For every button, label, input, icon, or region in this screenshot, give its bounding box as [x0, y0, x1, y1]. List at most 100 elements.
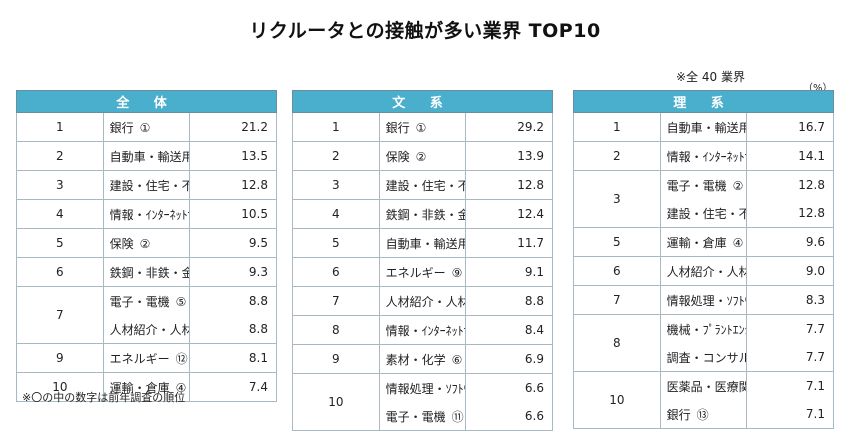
- industry-name: 建設・住宅・不動産: [666, 206, 746, 221]
- table-row: 電子・電機 ⑪ 6.6: [293, 402, 553, 431]
- industry-name: 人材紹介・人材派遣: [109, 322, 189, 337]
- industry-cell: 情報処理・ｿﾌﾄｳｴｱ・ｹﾞｰﾑｿﾌﾄ⑥: [659, 285, 748, 315]
- industry-cell: 自動車・輸送用機器③: [102, 141, 191, 171]
- page-title: リクルータとの接触が多い業界 TOP10: [249, 20, 601, 42]
- industry-cell: 建設・住宅・不動産⑦: [102, 170, 191, 200]
- percentage-cell: 12.8: [189, 170, 277, 200]
- percentage-cell: 7.1: [746, 371, 834, 400]
- industry-cell: 保険 ②: [378, 141, 467, 171]
- table-row: 人材紹介・人材派遣⑬8.8: [17, 315, 277, 344]
- table-row: 6鉄鋼・非鉄・金属製品⑨9.3: [16, 257, 277, 287]
- industry-cell: 保険 ②: [102, 228, 191, 258]
- industry-name: 電子・電機: [385, 409, 446, 424]
- rank-cell: 8: [292, 315, 380, 345]
- industry-name: 建設・住宅・不動産: [109, 178, 189, 193]
- percentage-cell: 7.1: [746, 400, 834, 429]
- industry-name: 調査・コンサルタント: [666, 350, 746, 365]
- rank-cell: 3: [292, 170, 380, 200]
- rank-cell: 7: [573, 285, 661, 315]
- table-row: 銀行 ⑬ 7.1: [574, 400, 834, 429]
- industry-name: 保険: [109, 236, 134, 251]
- industry-name: 情報処理・ｿﾌﾄｳｴｱ・ｹﾞｰﾑｿﾌﾄ: [666, 293, 747, 308]
- industry-cell: 運輸・倉庫 ④: [102, 372, 191, 402]
- industry-name: 素材・化学: [385, 352, 446, 367]
- percentage-cell: 6.9: [465, 344, 553, 374]
- rank-cell: 5: [292, 228, 380, 258]
- industry-name: 自動車・輸送用機器: [109, 149, 189, 164]
- table-row: 5 保険 ② 9.5: [16, 228, 277, 258]
- rank-cell: 1: [292, 112, 380, 142]
- percentage-cell: 12.4: [465, 199, 553, 229]
- industry-name: 自動車・輸送用機器: [666, 120, 746, 135]
- industry-name: 鉄鋼・非鉄・金属製品: [385, 207, 465, 222]
- industry-cell: 情報・ｲﾝﾀｰﾈｯﾄｻｰﾋﾞｽ⑦: [659, 141, 748, 171]
- industry-name: 情報処理・ｿﾌﾄｳｴｱ・ｹﾞｰﾑｿﾌﾄ: [385, 381, 466, 396]
- percentage-cell: 16.7: [746, 112, 834, 142]
- previous-rank: ②: [732, 178, 744, 193]
- industry-cell: 機械・ﾌﾟﾗﾝﾄｴﾝｼﾞﾆｱﾘﾝｸﾞ⑬: [659, 314, 748, 343]
- table-header-overall: 全 体: [16, 90, 277, 113]
- table-row: 1 銀行 ① 29.2: [292, 112, 553, 142]
- industry-name: 銀行: [385, 120, 410, 135]
- percentage-cell: 9.6: [746, 227, 834, 257]
- previous-rank: ④: [175, 380, 187, 395]
- rank-cell: 4: [16, 199, 104, 229]
- rank-cell: 9: [292, 344, 380, 374]
- industry-cell: 人材紹介・人材派遣⑧: [659, 256, 748, 286]
- rank-cell: 10: [292, 373, 380, 431]
- percentage-cell: 8.4: [465, 315, 553, 345]
- industry-cell: エネルギー ⑨: [378, 257, 467, 287]
- industry-name: 自動車・輸送用機器: [385, 236, 465, 251]
- table-row: 9 エネルギー ⑫ 8.1: [16, 343, 277, 373]
- previous-rank: ④: [732, 235, 744, 250]
- industry-cell: 鉄鋼・非鉄・金属製品⑨: [102, 257, 191, 287]
- rank-cell: 9: [16, 343, 104, 373]
- industry-name: 運輸・倉庫: [666, 235, 727, 250]
- percentage-cell: 13.5: [189, 141, 277, 171]
- table-row: 10 運輸・倉庫 ④ 7.4: [16, 372, 277, 402]
- previous-rank: ⑫: [175, 351, 188, 366]
- industry-name: 人材紹介・人材派遣: [666, 264, 746, 279]
- industry-cell: 電子・電機 ⑪: [378, 402, 467, 431]
- table-row: 8機械・ﾌﾟﾗﾝﾄｴﾝｼﾞﾆｱﾘﾝｸﾞ⑬7.7: [573, 314, 834, 372]
- industry-name: 銀行: [109, 120, 134, 135]
- industry-cell: 銀行 ①: [102, 112, 191, 142]
- rank-cell: 1: [573, 112, 661, 142]
- table-overall: 全 体 1銀行①21.22自動車・輸送用機器③13.53建設・住宅・不動産⑦12…: [16, 90, 277, 402]
- rank-cell: 2: [16, 141, 104, 171]
- table-row: 4鉄鋼・非鉄・金属製品⑦12.4: [292, 199, 553, 229]
- percentage-cell: 7.4: [189, 372, 277, 402]
- industry-name: 銀行: [666, 407, 691, 422]
- table-row: 1 銀行 ① 21.2: [16, 112, 277, 142]
- industry-name: 医薬品・医療関連・化粧品: [666, 379, 746, 394]
- industry-cell: 運輸・倉庫 ④: [659, 227, 748, 257]
- industry-name: 人材紹介・人材派遣: [385, 294, 465, 309]
- rank-cell: 3: [16, 170, 104, 200]
- industry-name: エネルギー: [109, 351, 170, 366]
- unit-label: （%）: [803, 83, 833, 94]
- table-row: 7 電子・電機 ⑤ 8.8: [16, 286, 277, 344]
- percentage-cell: 8.8: [189, 315, 277, 344]
- percentage-cell: 12.8: [465, 170, 553, 200]
- previous-rank: ②: [415, 149, 427, 164]
- percentage-cell: 9.1: [465, 257, 553, 287]
- previous-rank: ②: [139, 236, 151, 251]
- percentage-cell: 21.2: [189, 112, 277, 142]
- rank-cell: 7: [16, 286, 104, 344]
- table-humanities: 文 系 1銀行①29.22保険②13.93建設・住宅・不動産⑪12.84鉄鋼・非…: [292, 90, 553, 431]
- table-header-humanities: 文 系: [292, 90, 553, 113]
- percentage-cell: 10.5: [189, 199, 277, 229]
- industry-name: 機械・ﾌﾟﾗﾝﾄｴﾝｼﾞﾆｱﾘﾝｸﾞ: [666, 322, 746, 337]
- table-row: 3建設・住宅・不動産⑪12.8: [292, 170, 553, 200]
- percentage-cell: 14.1: [746, 141, 834, 171]
- rank-cell: 2: [292, 141, 380, 171]
- industry-cell: 情報・ｲﾝﾀｰﾈｯﾄｻｰﾋﾞｽ⑭: [102, 199, 191, 229]
- previous-rank: ①: [139, 120, 151, 135]
- industry-cell: エネルギー ⑫: [102, 343, 191, 373]
- industry-count-note: ※全 40 業界: [676, 70, 745, 84]
